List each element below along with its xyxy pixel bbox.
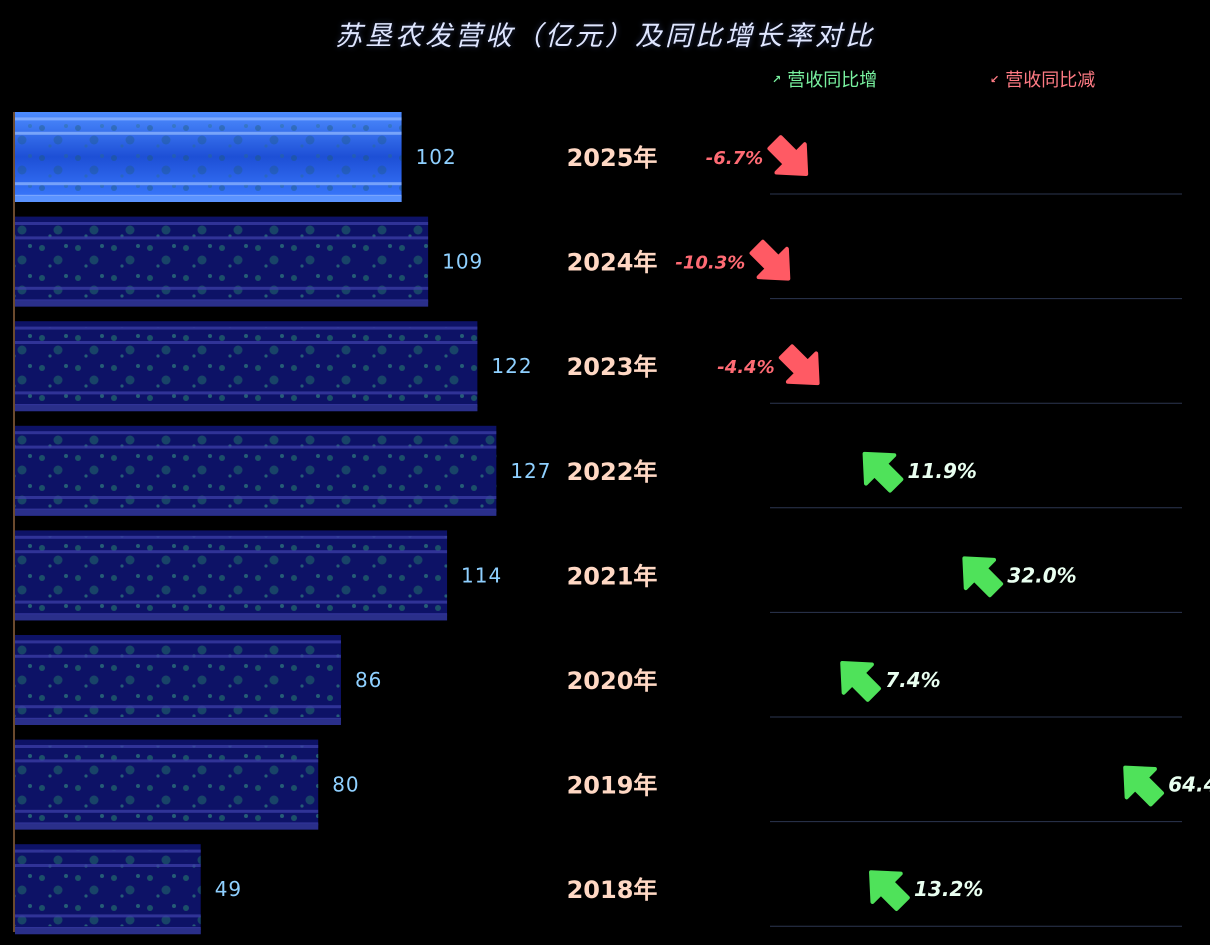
bar-value-label: 114	[461, 563, 502, 587]
growth-up-arrow-icon	[862, 451, 904, 493]
category-axis-line	[13, 112, 15, 932]
revenue-bar-base	[15, 196, 402, 202]
growth-arrow-shape	[962, 556, 1004, 598]
year-label: 2019年	[567, 772, 658, 800]
chart-title: 苏垦农发营收（亿元）及同比增长率对比	[335, 21, 875, 52]
legend-item-decrease: ↙ 营收同比减	[990, 66, 1095, 92]
revenue-bar-stripe	[15, 640, 341, 644]
revenue-bar-stripe	[15, 914, 201, 918]
revenue-bar-base	[15, 719, 341, 725]
bar-value-label: 127	[510, 459, 551, 483]
revenue-bar-texture	[15, 431, 497, 508]
year-label: 2021年	[567, 562, 658, 590]
revenue-bar-stripe	[15, 222, 429, 225]
revenue-bar-stripe	[15, 286, 429, 290]
revenue-bar-stripe	[15, 849, 201, 853]
revenue-bar-base	[15, 300, 429, 307]
revenue-bar-stripe	[15, 496, 497, 499]
year-label: 2022年	[567, 458, 658, 486]
revenue-bar-stripe	[15, 864, 201, 867]
revenue-bar-texture	[15, 118, 402, 194]
growth-arrow-shape	[869, 870, 910, 911]
growth-rate-label: -6.7%	[706, 148, 763, 169]
revenue-bar-base	[15, 928, 201, 935]
revenue-bar-stripe	[15, 705, 341, 709]
revenue-bar-stripe	[15, 326, 478, 330]
revenue-bar-texture	[15, 850, 201, 927]
revenue-bar-stripe	[15, 535, 448, 539]
revenue-bar-base	[15, 823, 319, 830]
growth-arrow-shape	[767, 135, 809, 176]
revenue-bar-texture	[15, 327, 478, 404]
revenue-bar-base	[15, 614, 448, 621]
bar-value-label: 49	[215, 877, 242, 901]
growth-rate-label: 11.9%	[908, 459, 977, 483]
revenue-bar-stripe	[15, 654, 341, 658]
growth-arrow-shape	[778, 344, 820, 386]
growth-down-arrow-icon	[767, 135, 809, 176]
growth-arrow-shape	[840, 661, 882, 702]
revenue-bar-stripe	[15, 131, 402, 135]
down-arrow-icon: ↙	[990, 72, 1000, 86]
revenue-bar-stripe	[15, 745, 319, 748]
growth-down-arrow-icon	[749, 239, 791, 281]
revenue-bar-texture	[15, 641, 341, 717]
revenue-bar-base	[15, 405, 478, 412]
revenue-bar-stripe	[15, 809, 319, 813]
revenue-bar-stripe	[15, 341, 478, 344]
revenue-bar-stripe	[15, 117, 402, 121]
legend-label-increase: 营收同比增	[787, 70, 878, 91]
bar-value-label: 86	[355, 668, 382, 692]
growth-up-arrow-icon	[869, 870, 910, 911]
revenue-bar-stripe	[15, 759, 319, 763]
revenue-bar-stripe	[15, 600, 448, 604]
up-arrow-icon: ↗	[772, 72, 782, 86]
revenue-bar-stripe	[15, 182, 402, 186]
bar-value-label: 102	[416, 145, 457, 169]
revenue-bar-base	[15, 509, 497, 516]
growth-rate-label: -10.3%	[675, 253, 745, 274]
growth-rate-label: 32.0%	[1007, 563, 1076, 587]
revenue-bar-stripe	[15, 445, 497, 449]
growth-arrow-shape	[749, 239, 791, 281]
year-label: 2023年	[567, 353, 658, 381]
growth-rate-label: 13.2%	[914, 877, 983, 901]
bar-value-label: 122	[491, 354, 532, 378]
revenue-bar-stripe	[15, 431, 497, 435]
revenue-bar-stripe	[15, 236, 429, 240]
year-label: 2018年	[567, 876, 658, 904]
revenue-bar-stripe	[15, 391, 478, 395]
year-label: 2025年	[567, 144, 658, 172]
growth-arrow-shape	[1123, 765, 1164, 807]
growth-up-arrow-icon	[1123, 765, 1164, 807]
year-label: 2024年	[567, 249, 658, 277]
growth-up-arrow-icon	[840, 661, 882, 702]
bar-value-label: 109	[442, 250, 483, 274]
growth-up-arrow-icon	[962, 556, 1004, 598]
revenue-bar-texture	[15, 536, 448, 613]
year-label: 2020年	[567, 667, 658, 695]
revenue-bar-stripe	[15, 550, 448, 554]
growth-rate-label: 7.4%	[885, 668, 940, 692]
legend-item-increase: ↗ 营收同比增	[772, 66, 877, 92]
bar-value-label: 80	[332, 773, 359, 797]
revenue-bar-texture	[15, 745, 319, 822]
growth-rate-label: 64.4%	[1168, 773, 1210, 797]
growth-down-arrow-icon	[778, 344, 820, 386]
growth-rate-label: -4.4%	[717, 357, 774, 378]
revenue-bar-texture	[15, 222, 429, 299]
legend-label-decrease: 营收同比减	[1005, 70, 1096, 91]
growth-arrow-shape	[862, 451, 904, 493]
